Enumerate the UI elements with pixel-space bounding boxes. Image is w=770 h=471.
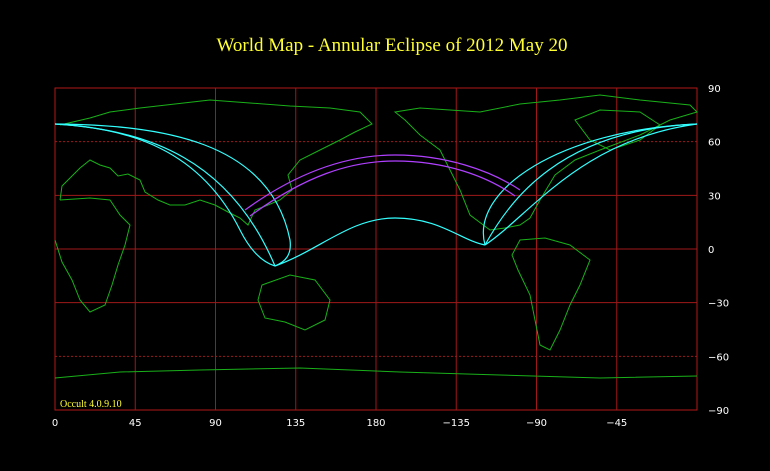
longitude-label: −135 — [443, 418, 470, 429]
greenland — [574, 109, 661, 151]
africa — [54, 197, 131, 313]
longitude-label: 45 — [129, 418, 142, 429]
longitude-label: −90 — [526, 418, 547, 429]
latitude-label: −30 — [708, 299, 729, 310]
annular-south — [249, 160, 516, 217]
latitude-label: −90 — [708, 406, 729, 417]
graticule: 0 45 90 135 180 −135 −90 −45 90 60 30 0 −30 −60 −90 — [52, 84, 729, 429]
latitude-label: 90 — [708, 84, 721, 95]
software-version: Occult 4.0.9.10 — [60, 399, 122, 410]
longitude-label: −45 — [606, 418, 627, 429]
latitude-label: 0 — [708, 245, 714, 256]
longitude-label: 135 — [286, 418, 305, 429]
map-title: World Map - Annular Eclipse of 2012 May … — [217, 35, 568, 56]
antarctica — [54, 367, 698, 379]
australia — [257, 274, 331, 331]
north-america — [393, 94, 698, 231]
latitude-label: 30 — [708, 191, 721, 202]
setting-limit-1 — [484, 123, 698, 246]
latitude-label: −60 — [708, 352, 729, 363]
south-america — [511, 237, 591, 351]
coastlines — [54, 94, 698, 379]
central-limit — [54, 123, 291, 267]
latitude-label: 60 — [708, 138, 721, 149]
longitude-label: 90 — [209, 418, 222, 429]
setting-limit-3 — [484, 123, 698, 246]
eurasia — [59, 99, 373, 226]
annular-north — [244, 154, 521, 211]
eclipse-paths — [54, 123, 698, 267]
rising-limit — [54, 123, 276, 267]
southern-limit — [274, 217, 486, 267]
longitude-label: 180 — [366, 418, 385, 429]
longitude-label: 0 — [52, 418, 58, 429]
setting-limit-2 — [482, 123, 698, 246]
